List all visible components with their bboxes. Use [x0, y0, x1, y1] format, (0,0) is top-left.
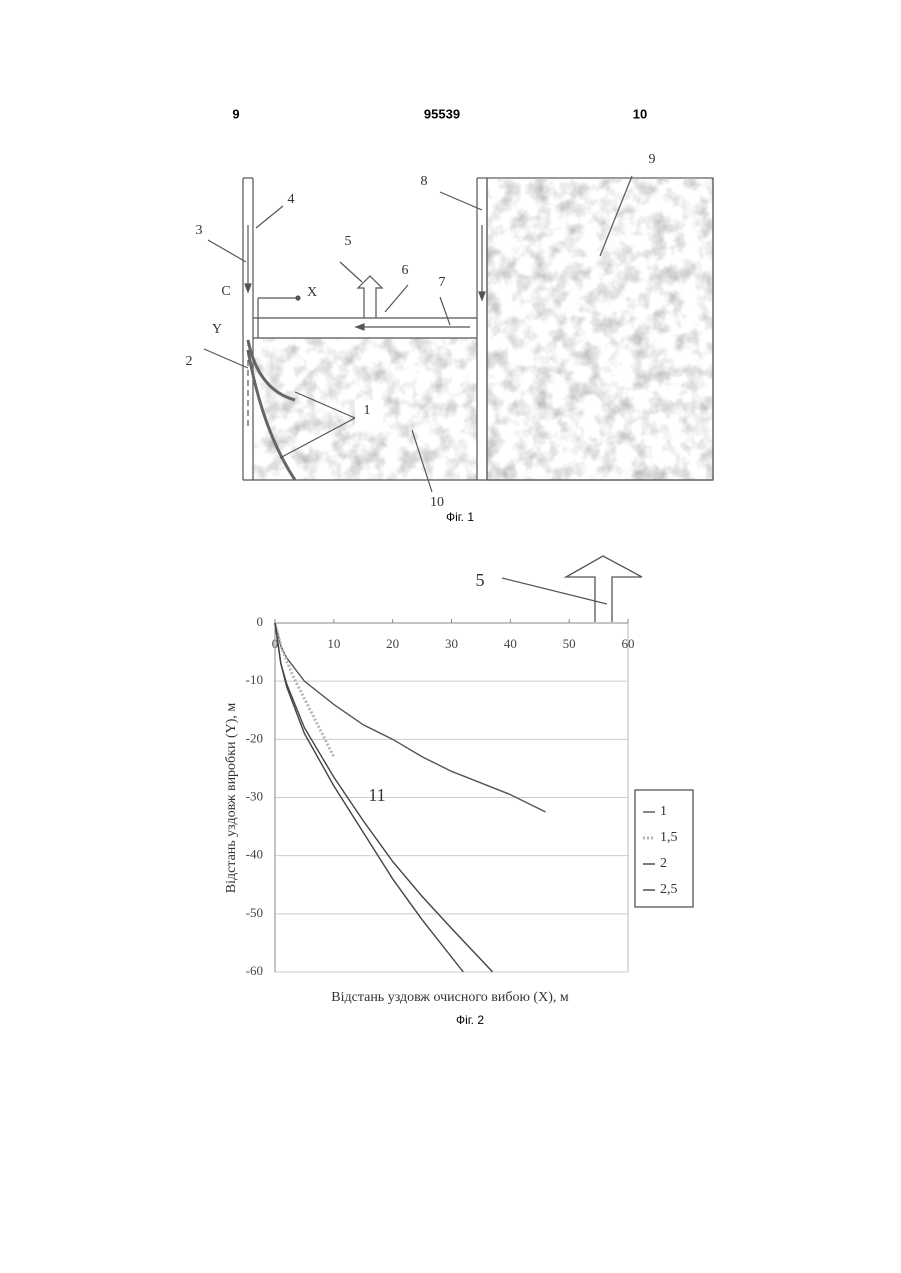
figure-1	[204, 176, 713, 492]
figure-label: 10	[430, 495, 444, 510]
figure-label: 2	[186, 354, 193, 369]
arrowhead	[356, 324, 364, 330]
y-tick-label: -40	[246, 847, 263, 862]
x-tick-label: 30	[445, 636, 458, 651]
document: 9 95539 10	[0, 0, 901, 1273]
figure-label: 7	[439, 275, 446, 290]
figure-caption: Фіг. 1	[446, 510, 474, 524]
leader	[440, 192, 482, 210]
leader	[502, 578, 607, 604]
page-number-left: 9	[232, 106, 239, 121]
page: 9 95539 10	[0, 0, 901, 1273]
figure-caption: Фіг. 2	[456, 1013, 484, 1027]
leader	[204, 349, 248, 368]
annotation: 11	[368, 785, 385, 805]
x-tick-label: 40	[504, 636, 517, 651]
x-tick-label: 50	[563, 636, 576, 651]
x-tick-label: 20	[386, 636, 399, 651]
x-tick-label: 60	[622, 636, 635, 651]
y-tick-label: -30	[246, 788, 263, 803]
annotation: 5	[476, 570, 485, 590]
rock-texture	[487, 178, 713, 480]
y-tick-label: -50	[246, 905, 263, 920]
legend-label: 2	[660, 856, 667, 871]
leader	[385, 285, 408, 312]
arrowhead	[245, 284, 251, 292]
arrowhead	[479, 292, 485, 300]
figure-label: 1	[364, 403, 371, 418]
figure-label: Y	[212, 322, 222, 337]
legend-label: 1	[660, 804, 667, 819]
page-number-right: 10	[633, 106, 647, 121]
y-tick-label: -20	[246, 730, 263, 745]
figure-label: 3	[196, 223, 203, 238]
leader	[340, 262, 362, 282]
y-tick-label: -60	[246, 963, 263, 978]
figure-label: 6	[402, 263, 409, 278]
x-tick-label: 10	[327, 636, 340, 651]
figure-label: 4	[288, 192, 295, 207]
figure-label: C	[221, 284, 230, 299]
figure-label: 8	[421, 174, 428, 189]
y-axis-title: Відстань уздовж виробки (Y), м	[224, 703, 239, 894]
leader	[208, 240, 246, 262]
figure-label: X	[307, 285, 317, 300]
x-axis-title: Відстань уздовж очисного вибою (X), м	[331, 990, 569, 1005]
leader	[256, 206, 283, 228]
figure-label: 5	[345, 234, 352, 249]
figure-label: 9	[649, 152, 656, 167]
y-tick-label: -10	[246, 672, 263, 687]
legend-label: 1,5	[660, 830, 678, 845]
leader	[440, 297, 450, 325]
axis-point	[296, 296, 300, 300]
patent-number: 95539	[424, 106, 460, 121]
y-tick-label: 0	[257, 614, 264, 629]
legend-label: 2,5	[660, 882, 678, 897]
outflow-arrow	[566, 556, 642, 622]
